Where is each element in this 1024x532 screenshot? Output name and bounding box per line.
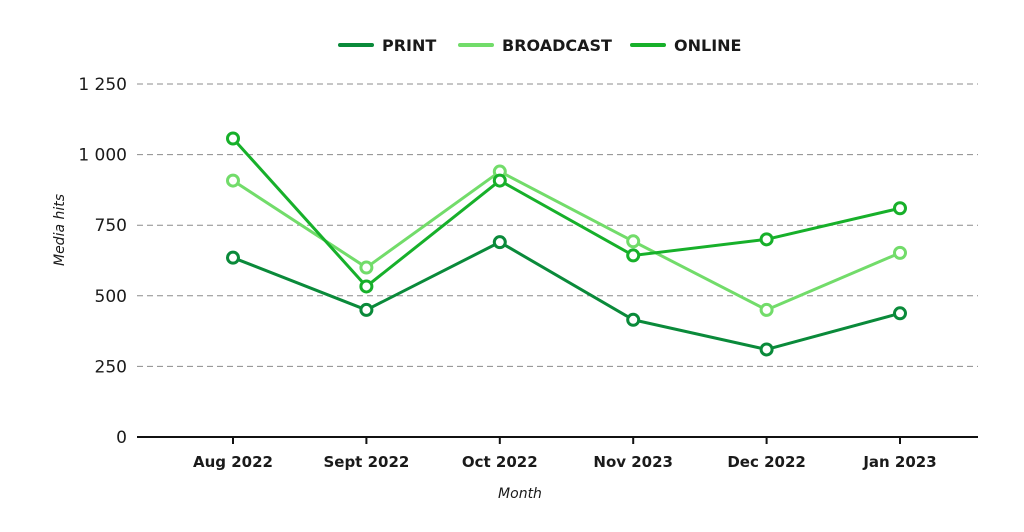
- x-tick-label: Aug 2022: [193, 453, 273, 471]
- x-tick-label: Jan 2023: [862, 453, 936, 471]
- data-point-broadcast: [759, 302, 774, 317]
- legend-label: BROADCAST: [502, 36, 612, 55]
- data-point-online: [359, 279, 374, 294]
- y-tick-label: 500: [95, 287, 127, 307]
- data-point-online: [492, 173, 507, 188]
- data-point-print: [226, 250, 240, 265]
- gridlines: [137, 83, 978, 438]
- data-point-online: [759, 232, 774, 247]
- data-point-online: [226, 131, 240, 146]
- series-lines: [226, 131, 907, 357]
- y-tick-label: 250: [95, 357, 127, 377]
- series-line-online: [231, 137, 902, 288]
- y-tick-label: 0: [116, 428, 127, 448]
- x-tick-label: Nov 2023: [593, 453, 673, 471]
- series-line-print: [231, 240, 902, 351]
- legend-item-online: ONLINE: [630, 36, 741, 55]
- data-point-broadcast: [359, 260, 374, 275]
- legend-item-broadcast: BROADCAST: [458, 36, 612, 55]
- y-tick-label: 750: [95, 216, 127, 236]
- data-point-print: [626, 312, 641, 327]
- data-point-online: [893, 201, 907, 216]
- legend-item-print: PRINT: [338, 36, 436, 55]
- data-point-broadcast: [626, 234, 641, 249]
- x-tick-label: Oct 2022: [462, 453, 538, 471]
- y-axis-ticks: 0 250 500 750 1 000 1 250: [78, 75, 127, 448]
- legend-label: ONLINE: [674, 36, 741, 55]
- x-axis-ticks: Aug 2022 Sept 2022 Oct 2022 Nov 2023 Dec 202…: [193, 437, 937, 471]
- data-point-print: [759, 342, 774, 357]
- data-point-online: [626, 248, 641, 263]
- legend-label: PRINT: [382, 36, 436, 55]
- data-point-broadcast: [893, 245, 907, 260]
- x-tick-label: Sept 2022: [323, 453, 409, 471]
- x-axis-label: Month: [498, 486, 542, 502]
- series-broadcast: [226, 164, 907, 317]
- data-point-print: [893, 306, 907, 321]
- y-tick-label: 1 000: [78, 146, 127, 166]
- y-tick-label: 1 250: [78, 75, 127, 95]
- data-point-broadcast: [226, 173, 240, 188]
- legend: PRINT BROADCAST ONLINE: [338, 36, 741, 55]
- series-print: [226, 235, 907, 357]
- series-online: [226, 131, 907, 294]
- data-point-print: [492, 235, 507, 250]
- x-tick-label: Dec 2022: [727, 453, 806, 471]
- series-line-broadcast: [231, 170, 902, 312]
- y-axis-label: Media hits: [52, 194, 68, 266]
- data-point-print: [359, 302, 374, 317]
